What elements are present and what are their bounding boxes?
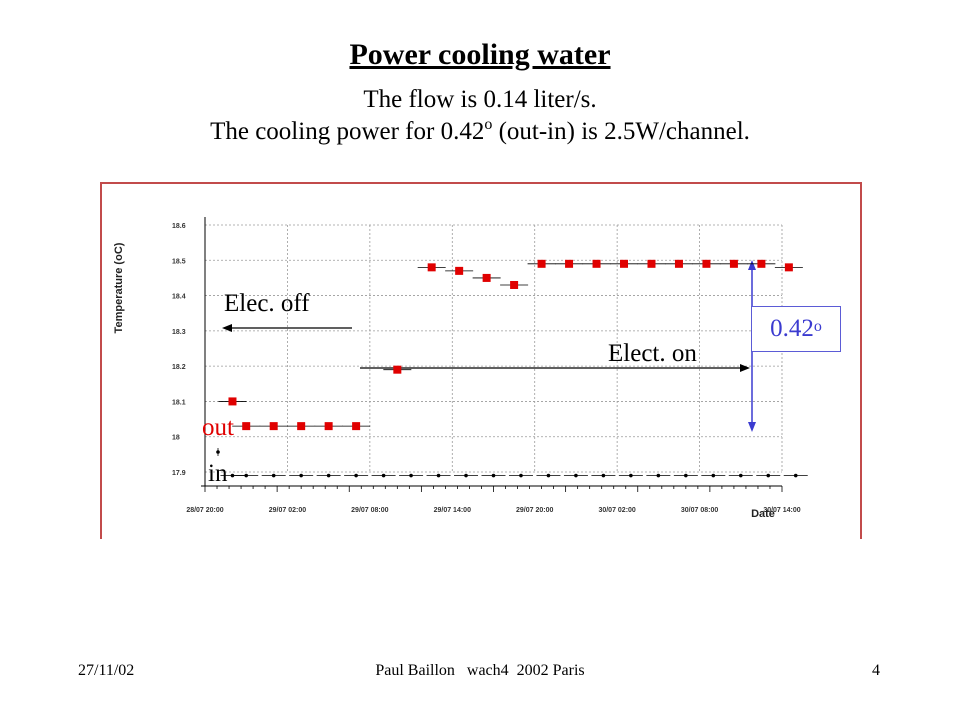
- out-point: [324, 422, 333, 431]
- series-out: [218, 259, 803, 431]
- out-point: [269, 422, 278, 431]
- delta-temperature-box: 0.42o: [751, 306, 841, 352]
- x-tick-label: 30/07 02:00: [598, 507, 635, 514]
- in-series-label: in: [208, 460, 228, 487]
- x-tick-label: 29/07 14:00: [434, 507, 471, 514]
- y-tick-label: 18.4: [172, 294, 186, 301]
- out-point: [674, 259, 683, 268]
- in-point: [656, 473, 661, 478]
- out-point: [393, 365, 402, 374]
- out-point: [702, 259, 711, 268]
- y-tick-label: 18.5: [172, 258, 186, 265]
- out-point: [784, 263, 793, 272]
- in-point: [519, 473, 523, 478]
- out-point: [620, 259, 629, 268]
- slide-title: Power cooling water: [349, 38, 611, 71]
- chart-axes: [201, 217, 783, 492]
- x-tick-label: 29/07 08:00: [351, 507, 388, 514]
- out-point: [729, 259, 738, 268]
- in-point: [766, 473, 771, 478]
- elec-off-arrowhead: [222, 324, 232, 332]
- elect-on-arrowhead: [740, 364, 750, 372]
- in-point: [629, 473, 633, 478]
- x-tick-label: 30/07 14:00: [763, 507, 800, 514]
- out-point: [482, 273, 491, 282]
- cooling-power-text-post: (out-in) is 2.5W/channel.: [492, 118, 750, 145]
- in-point: [546, 473, 551, 478]
- out-point: [297, 422, 306, 431]
- x-tick-label: 28/07 20:00: [186, 507, 223, 514]
- in-point: [601, 473, 606, 478]
- series-in: [216, 448, 808, 478]
- x-tick-label: 29/07 02:00: [269, 507, 306, 514]
- x-tick-label: 30/07 08:00: [681, 507, 718, 514]
- out-point: [228, 397, 237, 406]
- out-point: [647, 259, 656, 268]
- chart-frame: [100, 182, 862, 539]
- in-point: [684, 473, 688, 478]
- cooling-power-subtitle: The cooling power for 0.42o (out-in) is …: [0, 116, 960, 146]
- out-point: [757, 259, 766, 268]
- in-point: [711, 473, 716, 478]
- cooling-power-text-pre: The cooling power for 0.42: [210, 118, 485, 145]
- in-point: [574, 473, 578, 478]
- y-tick-label: 18.6: [172, 223, 186, 230]
- chart-ticks: 17.9 18 18.1 18.2 18.3 18.4 18.5 18.6 28/07 20:0…: [113, 223, 801, 520]
- flow-subtitle: The flow is 0.14 liter/s.: [363, 86, 597, 113]
- in-point: [271, 473, 276, 478]
- y-tick-label: 18.2: [172, 364, 186, 371]
- delta-degree-mark: o: [813, 318, 822, 335]
- delta-arrowhead-top: [748, 260, 756, 270]
- out-point: [510, 280, 519, 289]
- delta-value: 0.42: [770, 315, 814, 342]
- footer-page-number: 4: [872, 662, 880, 679]
- in-point: [793, 473, 798, 478]
- x-axis-title: Date: [751, 508, 775, 520]
- out-point: [455, 266, 464, 275]
- y-tick-label: 18.3: [172, 329, 186, 336]
- y-tick-label: 17.9: [172, 470, 186, 477]
- in-point: [436, 473, 441, 478]
- out-point: [242, 422, 251, 431]
- out-point: [565, 259, 574, 268]
- elect-on-label: Elect. on: [608, 340, 697, 367]
- in-point: [299, 473, 303, 478]
- in-point: [409, 473, 413, 478]
- in-point: [230, 473, 235, 478]
- in-point: [464, 473, 468, 478]
- in-point: [738, 473, 743, 478]
- out-series-label: out: [202, 414, 234, 441]
- in-point: [326, 473, 331, 478]
- in-point: [354, 473, 358, 478]
- in-point: [381, 473, 386, 478]
- y-axis-title: Temperature (oC): [113, 242, 125, 333]
- delta-arrowhead-bottom: [748, 422, 756, 432]
- footer-date: 27/11/02: [78, 662, 135, 679]
- out-point: [352, 422, 361, 431]
- in-point: [491, 473, 496, 478]
- x-tick-label: 29/07 20:00: [516, 507, 553, 514]
- out-point: [427, 263, 436, 272]
- elec-off-label: Elec. off: [224, 290, 310, 317]
- out-point: [592, 259, 601, 268]
- degree-mark: o: [484, 116, 493, 133]
- footer-author: Paul Baillon wach4 2002 Paris: [375, 662, 585, 679]
- out-point: [537, 259, 546, 268]
- y-tick-label: 18.1: [172, 399, 186, 406]
- in-point: [244, 473, 249, 478]
- y-tick-label: 18: [172, 435, 180, 442]
